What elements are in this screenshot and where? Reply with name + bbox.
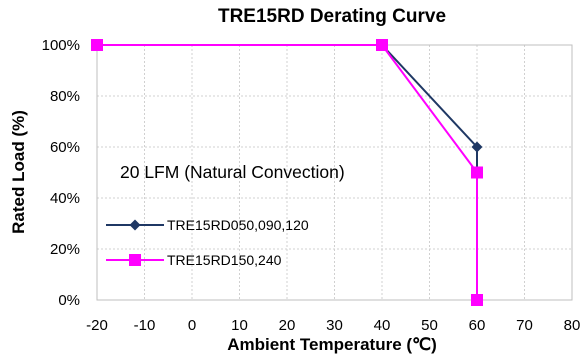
series-150-240-point [91,39,103,51]
x-tick-label: 50 [421,317,438,334]
y-tick-label: 40% [50,190,80,207]
legend-item-050-090-120-marker [129,219,141,231]
series-layer [91,39,483,306]
x-tick-label: 40 [374,317,391,334]
x-tick-label: 60 [469,317,486,334]
y-tick-label: 100% [42,37,80,54]
y-tick-label: 60% [50,139,80,156]
y-axis-title: Rated Load (%) [9,110,28,234]
chart-title: TRE15RD Derating Curve [218,6,446,27]
x-axis-title: Ambient Temperature (℃) [227,335,437,354]
legend: TRE15RD050,090,120 TRE15RD150,240 [106,217,309,268]
x-tick-label: 30 [326,317,343,334]
x-tick-label: 20 [279,317,296,334]
series-150-240-line [97,44,478,300]
annotation-natural-convection: 20 LFM (Natural Convection) [120,162,345,182]
x-tick-label: -20 [86,317,108,334]
legend-item-150-240-marker [129,254,141,266]
y-tick-label: 20% [50,241,80,258]
x-tick-label: 10 [231,317,248,334]
y-tick-label: 80% [50,88,80,105]
legend-item-050-090-120-label: TRE15RD050,090,120 [167,217,309,233]
y-tick-labels: 0% 20% 40% 60% 80% 100% [42,37,80,309]
series-150-240-point [471,166,483,179]
x-tick-labels: -20 -10 0 10 20 30 40 50 60 70 80 [86,317,580,334]
legend-item-150-240-label: TRE15RD150,240 [167,252,282,268]
x-tick-label: 70 [516,317,533,334]
x-tick-label: 80 [564,317,581,334]
y-tick-label: 0% [58,292,80,309]
series-150-240-point [471,294,483,306]
series-150-240-point [376,39,388,51]
x-tick-label: 0 [188,317,196,334]
x-tick-label: -10 [134,317,156,334]
series-050-090-120-point [471,141,483,153]
